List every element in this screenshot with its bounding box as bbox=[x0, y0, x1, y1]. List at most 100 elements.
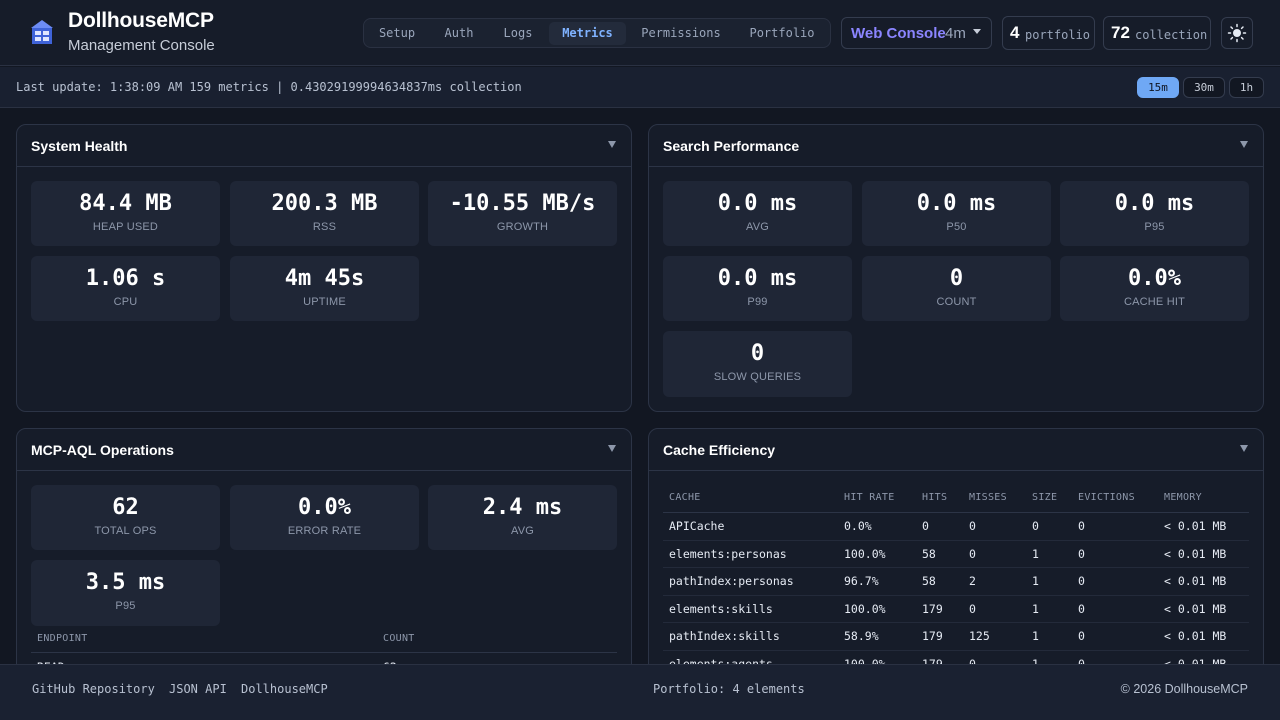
size-cell: 1 bbox=[1032, 657, 1039, 671]
tab-logs[interactable]: Logs bbox=[503, 26, 533, 40]
hits-cell: 179 bbox=[922, 629, 943, 643]
dollhousemcp-link[interactable]: DollhouseMCP bbox=[241, 682, 328, 696]
metric-value: 0.0 ms bbox=[717, 191, 798, 216]
memory-cell: < 0.01 MB bbox=[1164, 519, 1227, 533]
collapse-caret-icon[interactable] bbox=[1240, 445, 1248, 452]
metric-card: 0.0% ERROR RATE bbox=[230, 485, 419, 550]
metric-card: 0.0 ms P50 bbox=[862, 181, 1051, 246]
metric-value: 0 bbox=[949, 266, 964, 291]
metric-value: 0.0 ms bbox=[1114, 191, 1195, 216]
size-cell: 0 bbox=[1032, 519, 1039, 533]
metric-value: 0.0 ms bbox=[717, 266, 798, 291]
system-health-panel: System Health 84.4 MB HEAP USED 200.3 MB R… bbox=[16, 124, 632, 412]
metric-label: P95 bbox=[1144, 221, 1165, 233]
evictions-cell: 0 bbox=[1078, 629, 1085, 643]
search-performance-panel: Search Performance 0.0 ms AVG 0.0 ms P50 0… bbox=[648, 124, 1264, 412]
metric-value: 1.06 s bbox=[85, 266, 166, 291]
metric-value: 4m 45s bbox=[284, 266, 365, 291]
table-divider bbox=[31, 652, 617, 653]
metric-card: 0.0 ms AVG bbox=[663, 181, 852, 246]
panel-header[interactable]: System Health bbox=[17, 125, 631, 167]
metric-value: 2.4 ms bbox=[482, 495, 563, 520]
memory-cell: < 0.01 MB bbox=[1164, 574, 1227, 588]
metric-card: 0.0 ms P95 bbox=[1060, 181, 1249, 246]
table-header-hits: HITS bbox=[922, 492, 948, 503]
metric-value: 0 bbox=[750, 341, 765, 366]
row-divider bbox=[663, 539, 1249, 541]
panel-header[interactable]: Cache Efficiency bbox=[649, 429, 1263, 471]
dollhouse-logo-icon bbox=[31, 20, 53, 44]
metric-label: CACHE HIT bbox=[1123, 296, 1186, 308]
range-1h-button[interactable]: 1h bbox=[1229, 77, 1264, 98]
metric-label: TOTAL OPS bbox=[94, 525, 157, 537]
row-divider bbox=[663, 594, 1249, 596]
cache-cell: pathIndex:skills bbox=[669, 629, 780, 643]
cache-cell: APICache bbox=[669, 519, 725, 533]
range-15m-button[interactable]: 15m bbox=[1137, 77, 1179, 98]
metric-label: GROWTH bbox=[496, 221, 549, 233]
metric-card: 2.4 ms AVG bbox=[428, 485, 617, 550]
metric-card: 0 SLOW QUERIES bbox=[663, 331, 852, 397]
tab-setup[interactable]: Setup bbox=[378, 26, 416, 40]
hits-cell: 0 bbox=[922, 519, 929, 533]
metric-value: 84.4 MB bbox=[79, 191, 172, 216]
metric-card: 0.0% CACHE HIT bbox=[1060, 256, 1249, 321]
table-header-memory: MEMORY bbox=[1164, 492, 1202, 503]
metric-label: COUNT bbox=[936, 296, 977, 308]
collapse-caret-icon[interactable] bbox=[608, 141, 616, 148]
metric-card: -10.55 MB/s GROWTH bbox=[428, 181, 617, 246]
sun-icon bbox=[1227, 23, 1247, 43]
cache-cell: elements:personas bbox=[669, 546, 787, 561]
row-divider bbox=[663, 567, 1249, 568]
panel-header[interactable]: Search Performance bbox=[649, 125, 1263, 167]
tab-permissions[interactable]: Permissions bbox=[641, 26, 721, 40]
status-bar: Last update: 1:38:09 AM 159 metrics | 0.… bbox=[0, 67, 1280, 108]
app-subtitle: Management Console bbox=[68, 37, 215, 54]
tab-metrics[interactable]: Metrics bbox=[549, 22, 626, 45]
metric-value: 200.3 MB bbox=[271, 191, 378, 216]
table-header-misses: MISSES bbox=[969, 492, 1007, 503]
json-api-link[interactable]: JSON API bbox=[169, 682, 227, 696]
cache-cell: elements:skills bbox=[669, 601, 773, 616]
console-label: Web Console bbox=[851, 25, 946, 42]
collapse-caret-icon[interactable] bbox=[1240, 141, 1248, 148]
range-30m-button[interactable]: 30m bbox=[1183, 77, 1225, 98]
metric-label: HEAP USED bbox=[92, 221, 159, 233]
collection-count[interactable]: 72 collection bbox=[1103, 16, 1211, 50]
metric-card: 4m 45s UPTIME bbox=[230, 256, 419, 321]
misses-cell: 0 bbox=[969, 519, 976, 533]
table-header-evictions: EVICTIONS bbox=[1078, 492, 1135, 503]
metric-label: UPTIME bbox=[303, 296, 346, 308]
panel-title: Cache Efficiency bbox=[663, 442, 776, 458]
table-header-count: COUNT bbox=[383, 633, 415, 644]
metric-label: P50 bbox=[946, 221, 967, 233]
panel-title: System Health bbox=[31, 138, 128, 154]
evictions-cell: 0 bbox=[1078, 574, 1085, 588]
app-title: DollhouseMCP bbox=[68, 9, 214, 32]
hit-rate-cell: 0.0% bbox=[844, 519, 872, 533]
misses-cell: 0 bbox=[969, 546, 976, 561]
evictions-cell: 0 bbox=[1078, 519, 1085, 533]
hit-rate-cell: 58.9% bbox=[844, 629, 879, 643]
row-divider bbox=[663, 622, 1249, 623]
metric-value: 0.0% bbox=[1128, 266, 1181, 291]
console-selector[interactable]: Web Console 4m bbox=[841, 17, 992, 49]
portfolio-count[interactable]: 4 portfolio bbox=[1002, 16, 1095, 50]
metric-card: 0 COUNT bbox=[862, 256, 1051, 321]
metric-value: 0.0% bbox=[298, 495, 351, 520]
metric-value: 62 bbox=[112, 495, 139, 520]
theme-toggle-button[interactable] bbox=[1221, 17, 1253, 49]
panel-header[interactable]: MCP-AQL Operations bbox=[17, 429, 631, 471]
tab-auth[interactable]: Auth bbox=[444, 26, 474, 40]
cache-cell: pathIndex:personas bbox=[669, 574, 794, 588]
tab-portfolio[interactable]: Portfolio bbox=[749, 26, 815, 40]
github-link[interactable]: GitHub Repository bbox=[32, 682, 155, 696]
metric-value: -10.55 MB/s bbox=[449, 191, 596, 216]
table-header-cache: CACHE bbox=[669, 492, 701, 503]
metric-label: AVG bbox=[745, 221, 769, 233]
collapse-caret-icon[interactable] bbox=[608, 445, 616, 452]
metric-label: CPU bbox=[113, 296, 138, 308]
cache-efficiency-panel: Cache Efficiency CACHE HIT RATE HITS MISSES… bbox=[648, 428, 1264, 688]
hit-rate-cell: 100.0% bbox=[844, 601, 886, 616]
metric-card: 1.06 s CPU bbox=[31, 256, 220, 321]
